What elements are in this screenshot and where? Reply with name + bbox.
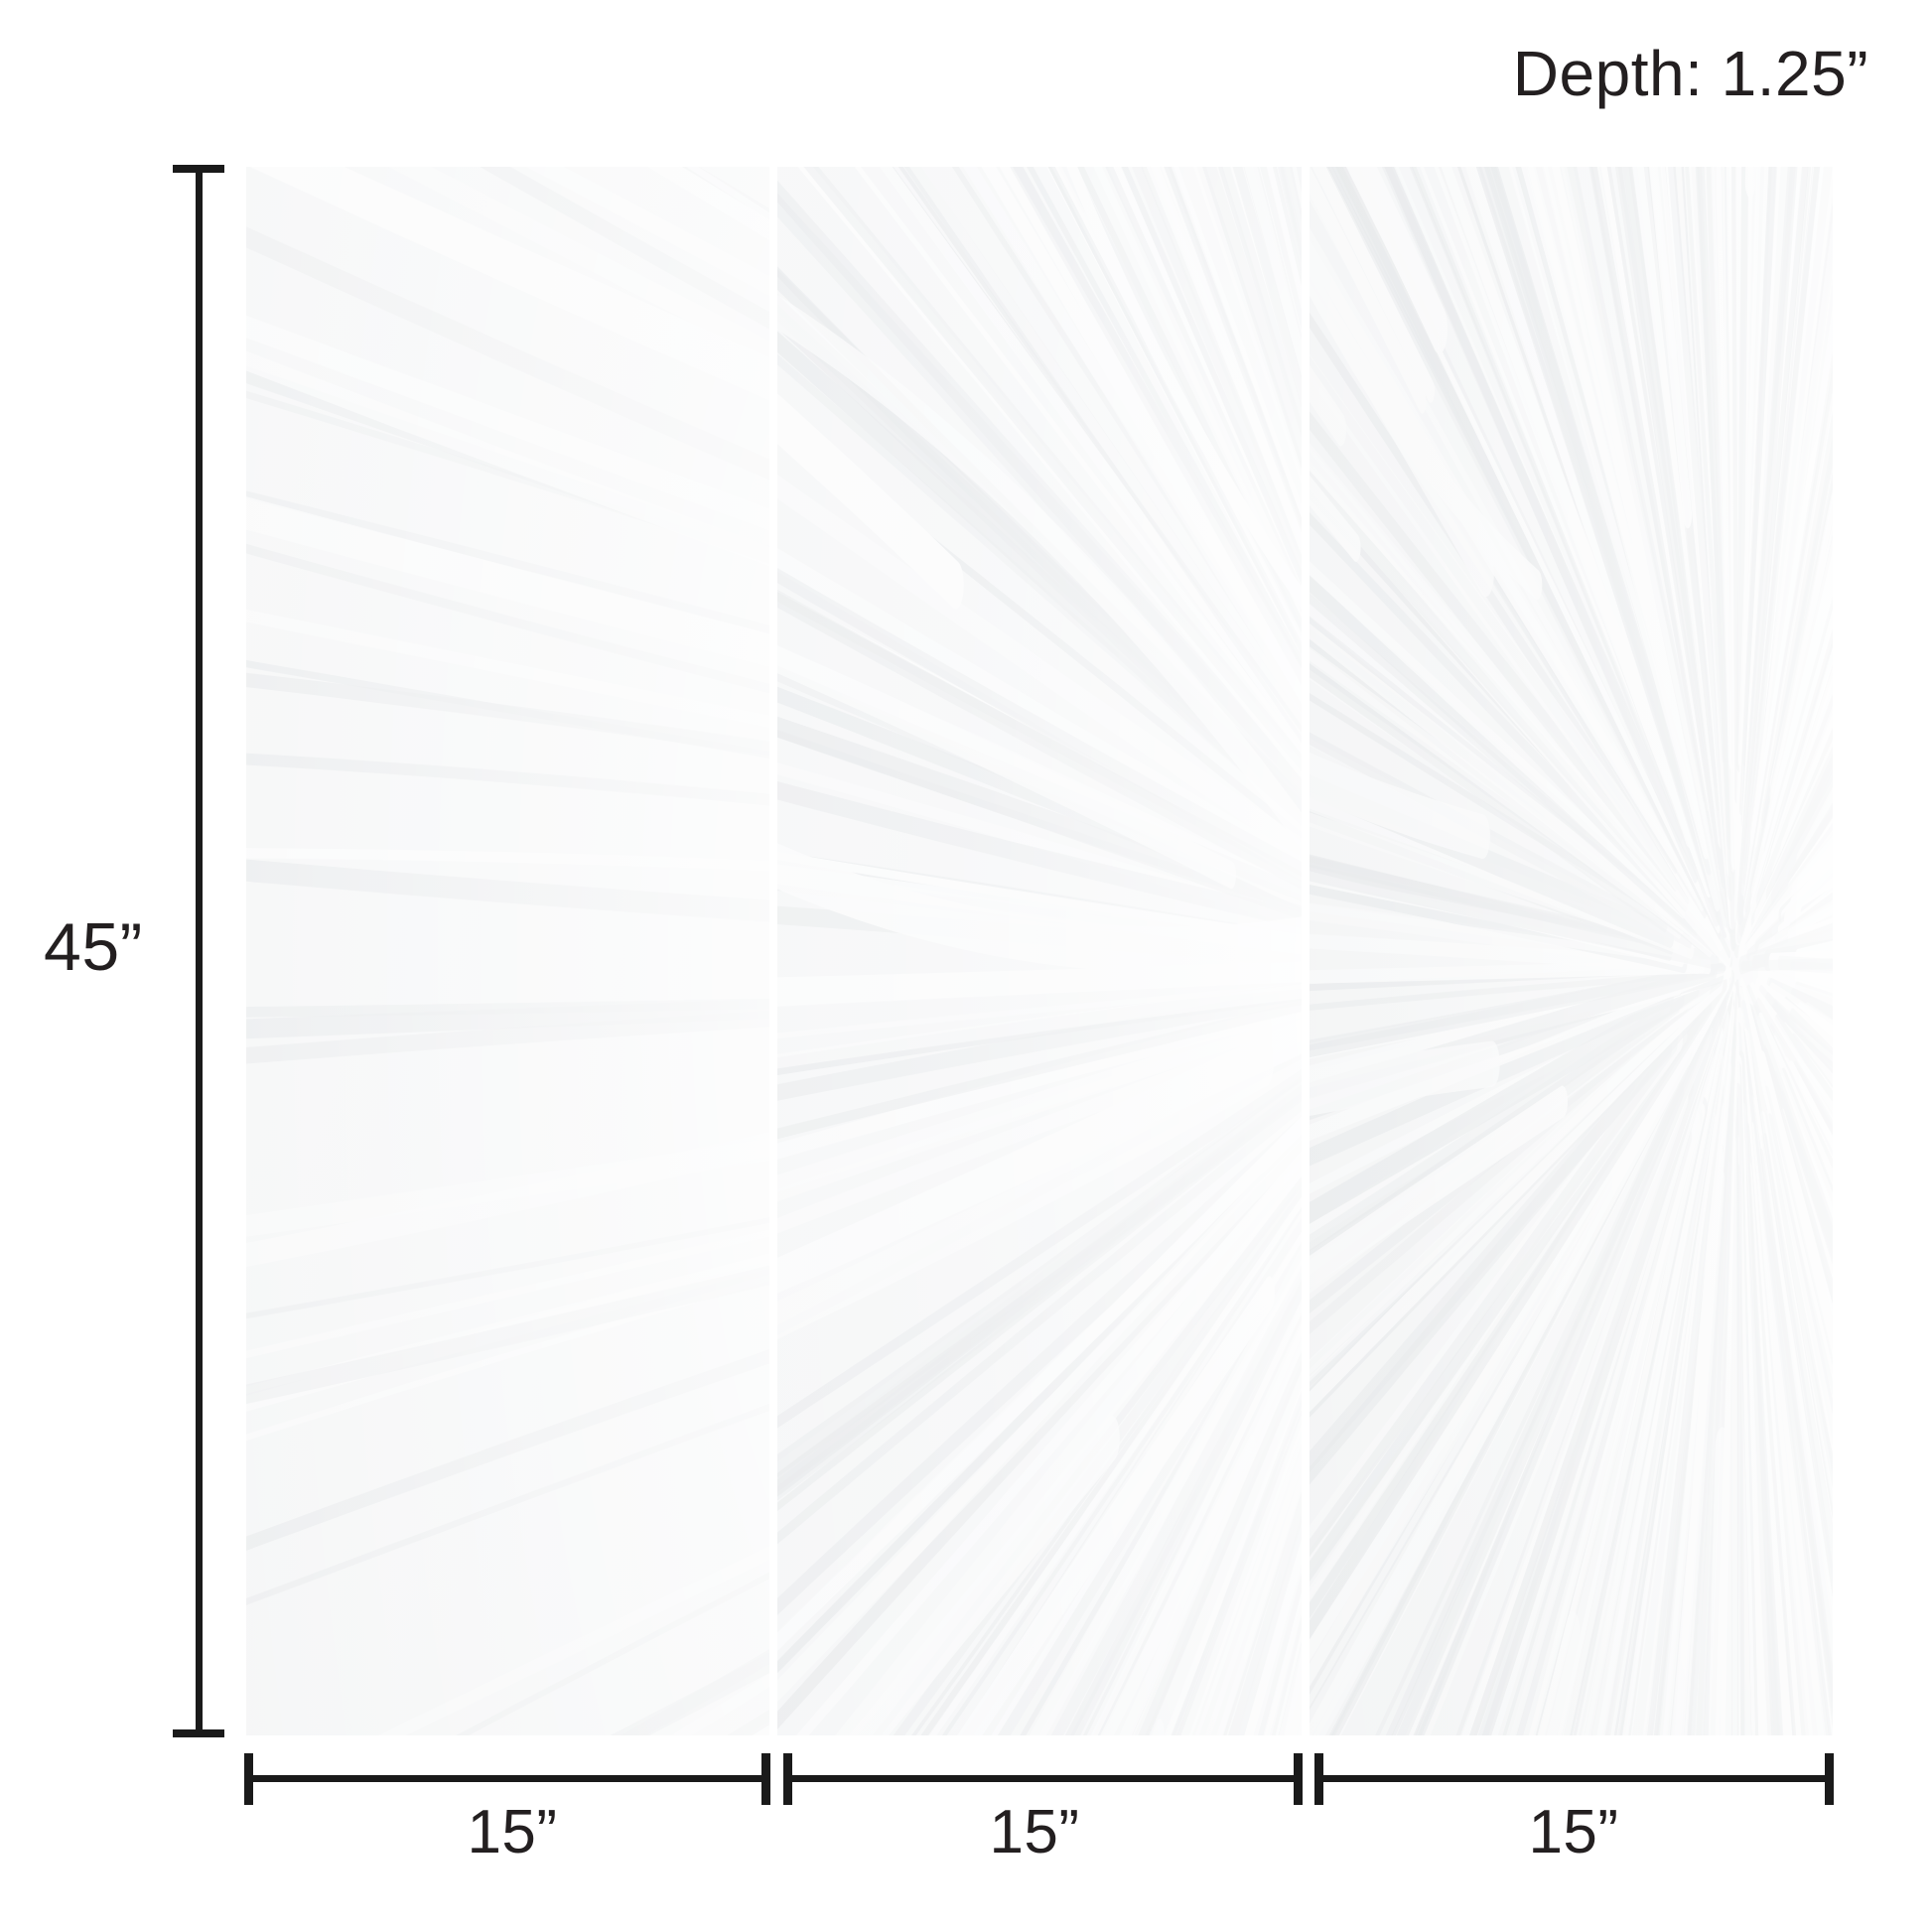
width-dimension-cap-1 [244, 1753, 253, 1805]
panel-texture-center [777, 167, 1302, 1735]
depth-label: Depth: 1.25” [1512, 38, 1868, 109]
width-dimension-label-left: 15” [467, 1798, 558, 1866]
height-dimension-label: 45” [44, 909, 143, 985]
width-dimension-line-right [1316, 1775, 1833, 1782]
art-panel-right [1309, 167, 1833, 1735]
width-dimension-cap-4 [1294, 1753, 1303, 1805]
panel-texture-left [246, 167, 770, 1735]
art-panel-left [246, 167, 770, 1735]
width-dimension-label-center: 15” [989, 1798, 1080, 1866]
width-dimension-label-right: 15” [1528, 1798, 1619, 1866]
width-dimension-line-center [786, 1775, 1301, 1782]
width-dimension-cap-5 [1314, 1753, 1323, 1805]
art-panel-center [777, 167, 1302, 1735]
width-dimension-cap-3 [783, 1753, 792, 1805]
height-dimension-cap-top [173, 165, 224, 173]
panel-texture-right [1309, 167, 1833, 1735]
artwork-triptych [246, 167, 1833, 1735]
width-dimension-line-left [246, 1775, 768, 1782]
height-dimension-line [196, 167, 203, 1735]
width-dimension-cap-6 [1825, 1753, 1834, 1805]
height-dimension-cap-bottom [173, 1729, 224, 1737]
width-dimension-cap-2 [761, 1753, 770, 1805]
